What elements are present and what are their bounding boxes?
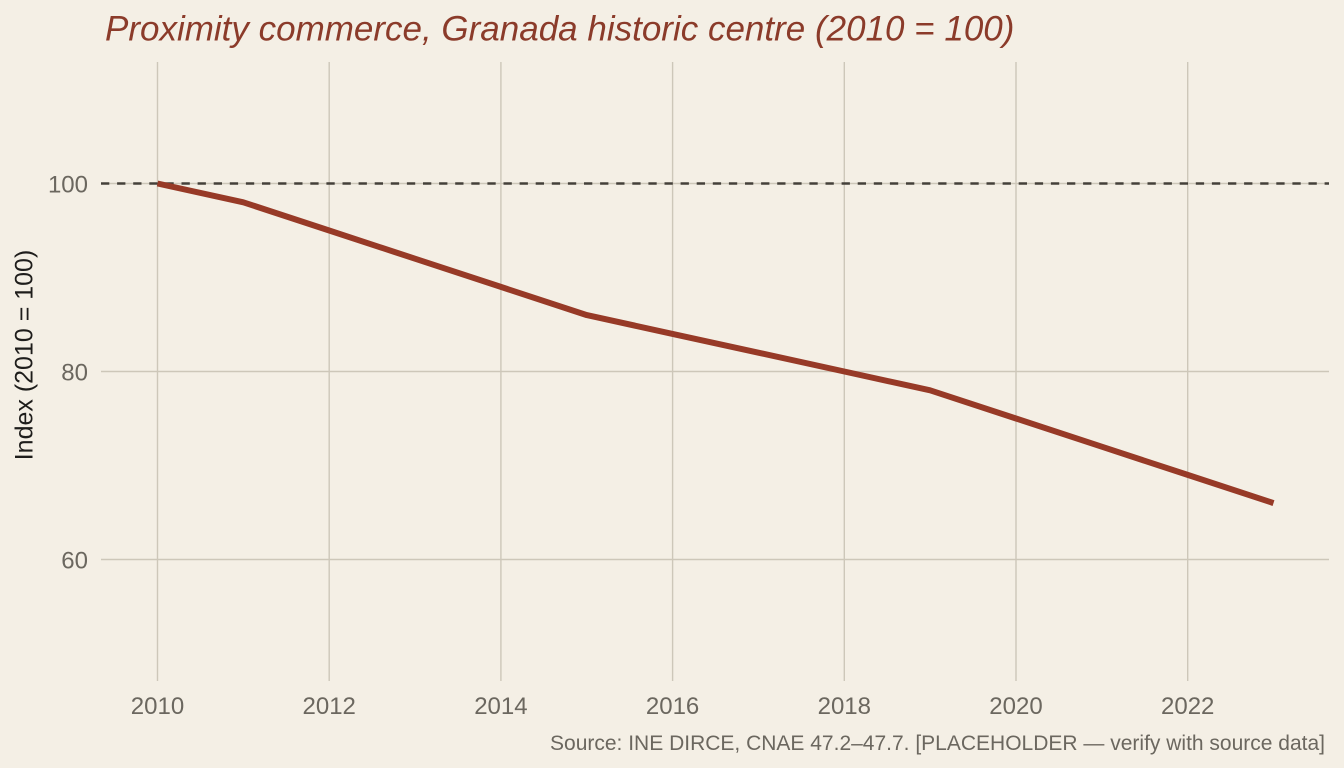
- svg-text:2016: 2016: [646, 693, 699, 720]
- svg-text:Index (2010 = 100): Index (2010 = 100): [11, 250, 39, 461]
- svg-text:100: 100: [48, 172, 88, 199]
- svg-text:60: 60: [61, 548, 88, 575]
- svg-text:2010: 2010: [131, 693, 184, 720]
- svg-text:80: 80: [61, 360, 88, 387]
- svg-text:2018: 2018: [818, 693, 871, 720]
- svg-text:Source: INE DIRCE, CNAE 47.2–4: Source: INE DIRCE, CNAE 47.2–47.7. [PLAC…: [550, 732, 1325, 755]
- svg-text:Proximity commerce, Granada hi: Proximity commerce, Granada historic cen…: [105, 9, 1014, 48]
- svg-text:2022: 2022: [1161, 693, 1214, 720]
- svg-text:2014: 2014: [474, 693, 527, 720]
- svg-text:2020: 2020: [989, 693, 1042, 720]
- svg-text:2012: 2012: [303, 693, 356, 720]
